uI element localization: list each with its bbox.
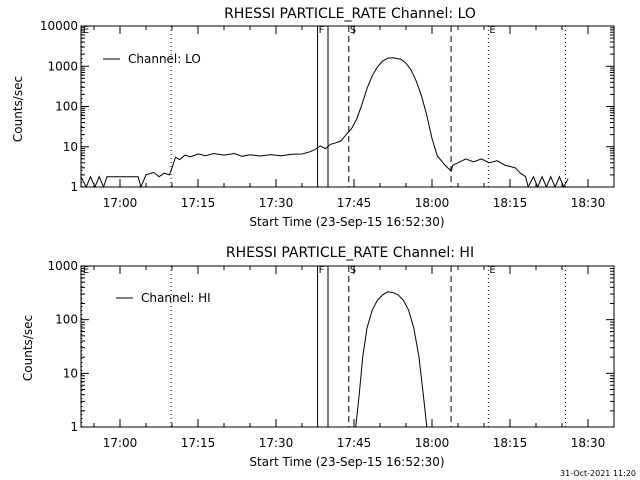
marker-label-hi-4: S: [350, 265, 356, 276]
x-tick-label-hi-5: 18:15: [493, 436, 528, 450]
x-tick-label-hi-1: 17:15: [181, 436, 216, 450]
x-tick-label-lo-3: 17:45: [337, 196, 372, 210]
legend-label-lo: Channel: LO: [128, 52, 201, 66]
marker-label-lo-0: E: [83, 25, 89, 36]
chart-panel-lo: RHESSI PARTICLE_RATE Channel: LO Counts/…: [11, 6, 615, 229]
x-axis-label-hi: Start Time (23-Sep-15 16:52:30): [249, 455, 444, 469]
marker-label-lo-6: E: [489, 25, 495, 36]
legend-label-hi: Channel: HI: [141, 291, 211, 305]
y-axis-label-lo: Counts/sec: [11, 76, 25, 142]
plot-frame-hi: [80, 265, 615, 428]
marker-label-lo-4: S: [350, 25, 356, 36]
x-tick-label-hi-0: 17:00: [103, 436, 138, 450]
x-tick-label-lo-1: 17:15: [181, 196, 216, 210]
y-tick-label-hi-2: 100: [55, 313, 78, 327]
y-tick-label-hi-0: 1: [70, 420, 78, 434]
x-tick-label-lo-2: 17:30: [259, 196, 294, 210]
marker-label-hi-6: E: [489, 265, 495, 276]
y-tick-label-lo-3: 1000: [47, 59, 78, 73]
series-line-lo-0: [80, 57, 569, 189]
x-tick-label-hi-4: 18:00: [415, 436, 450, 450]
y-tick-label-lo-0: 1: [70, 180, 78, 194]
y-tick-label-hi-1: 10: [63, 366, 78, 380]
x-tick-label-lo-0: 17:00: [103, 196, 138, 210]
chart-title-lo: RHESSI PARTICLE_RATE Channel: LO: [224, 6, 476, 22]
x-tick-label-hi-6: 18:30: [571, 436, 606, 450]
series-line-hi-0: [355, 291, 428, 428]
y-axis-label-hi: Counts/sec: [21, 315, 35, 381]
x-tick-label-lo-4: 18:00: [415, 196, 450, 210]
x-axis-label-lo: Start Time (23-Sep-15 16:52:30): [249, 215, 444, 229]
y-tick-label-hi-3: 1000: [47, 259, 78, 273]
x-tick-label-hi-2: 17:30: [259, 436, 294, 450]
marker-label-lo-2: F: [319, 25, 325, 36]
marker-label-hi-0: E: [83, 265, 89, 276]
y-tick-label-lo-1: 10: [63, 140, 78, 154]
chart-panel-hi: RHESSI PARTICLE_RATE Channel: HI Counts/…: [21, 245, 615, 469]
chart-title-hi: RHESSI PARTICLE_RATE Channel: HI: [226, 245, 474, 261]
timestamp: 31-Oct-2021 11:20: [560, 469, 636, 478]
y-tick-label-lo-4: 10000: [40, 19, 78, 33]
plot-frame-lo: [80, 25, 615, 188]
x-tick-label-hi-3: 17:45: [337, 436, 372, 450]
x-tick-label-lo-5: 18:15: [493, 196, 528, 210]
marker-label-hi-2: F: [319, 265, 325, 276]
y-tick-label-lo-2: 100: [55, 100, 78, 114]
x-tick-label-lo-6: 18:30: [571, 196, 606, 210]
